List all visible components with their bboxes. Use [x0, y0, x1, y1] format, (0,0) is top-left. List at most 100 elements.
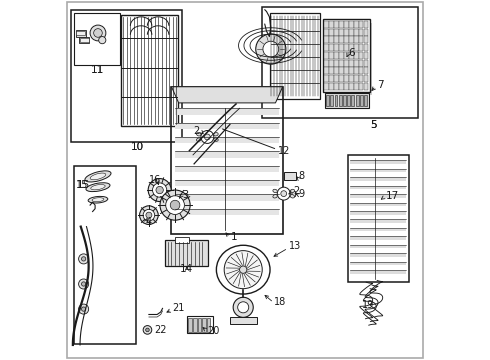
Text: 3: 3: [182, 190, 188, 200]
Polygon shape: [172, 87, 283, 103]
Bar: [285, 172, 296, 180]
Bar: [329, 60, 334, 67]
Bar: [349, 75, 353, 82]
Bar: [339, 75, 343, 82]
Circle shape: [233, 297, 253, 318]
Bar: [359, 60, 364, 67]
Bar: [334, 83, 339, 90]
Text: 4: 4: [146, 217, 151, 227]
Bar: [364, 28, 368, 36]
Bar: [329, 52, 334, 59]
Circle shape: [143, 325, 152, 334]
Text: 18: 18: [274, 297, 287, 307]
Bar: [344, 21, 348, 28]
Ellipse shape: [273, 189, 277, 193]
Circle shape: [281, 191, 287, 197]
Bar: [339, 83, 343, 90]
Bar: [334, 75, 339, 82]
Circle shape: [263, 41, 279, 57]
Bar: [339, 21, 343, 28]
Ellipse shape: [273, 195, 277, 198]
Bar: [349, 60, 353, 67]
Text: 22: 22: [155, 325, 167, 335]
Bar: [339, 44, 343, 51]
Circle shape: [146, 328, 149, 332]
Bar: [207, 318, 210, 332]
Text: 16: 16: [149, 175, 162, 185]
Bar: [324, 21, 329, 28]
Bar: [364, 60, 368, 67]
Bar: [334, 21, 339, 28]
Bar: [359, 36, 364, 43]
Circle shape: [78, 279, 89, 289]
Bar: [325, 23, 371, 95]
Circle shape: [90, 25, 106, 41]
Bar: [354, 60, 359, 67]
Ellipse shape: [86, 183, 110, 192]
Ellipse shape: [196, 132, 201, 136]
Bar: [324, 93, 369, 108]
Circle shape: [146, 212, 152, 218]
Bar: [187, 316, 213, 333]
Bar: [359, 52, 364, 59]
Bar: [344, 60, 348, 67]
Bar: [364, 67, 368, 75]
Bar: [359, 21, 364, 28]
Bar: [364, 75, 368, 82]
Bar: [329, 44, 334, 51]
Bar: [359, 44, 364, 51]
Bar: [339, 28, 343, 36]
Bar: [344, 36, 348, 43]
Text: 9: 9: [298, 189, 304, 199]
Text: 6: 6: [348, 48, 355, 58]
Bar: [326, 95, 329, 106]
Bar: [197, 318, 201, 332]
Bar: [334, 52, 339, 59]
Bar: [324, 83, 329, 90]
Circle shape: [166, 196, 184, 215]
Text: 11: 11: [91, 64, 104, 75]
Text: 13: 13: [289, 241, 301, 251]
Text: 5: 5: [370, 121, 376, 130]
Ellipse shape: [214, 132, 218, 136]
Bar: [344, 67, 348, 75]
Bar: [262, 7, 418, 118]
Bar: [172, 87, 283, 234]
Bar: [349, 28, 353, 36]
Bar: [330, 95, 333, 106]
Bar: [354, 52, 359, 59]
Bar: [79, 37, 89, 43]
Bar: [344, 75, 348, 82]
Ellipse shape: [90, 173, 106, 180]
Bar: [354, 44, 359, 51]
Bar: [122, 15, 178, 126]
Circle shape: [238, 302, 249, 313]
Circle shape: [78, 254, 89, 264]
Circle shape: [81, 307, 86, 311]
Bar: [329, 28, 334, 36]
Bar: [349, 44, 353, 51]
Bar: [334, 44, 339, 51]
Bar: [270, 13, 319, 99]
Bar: [335, 95, 338, 106]
Bar: [175, 237, 190, 243]
Circle shape: [170, 200, 180, 210]
Bar: [339, 60, 343, 67]
Bar: [76, 31, 85, 36]
Bar: [329, 67, 334, 75]
Text: 17: 17: [386, 191, 399, 201]
Bar: [339, 36, 343, 43]
Bar: [324, 28, 329, 36]
Text: 7: 7: [377, 80, 384, 90]
Bar: [324, 52, 329, 59]
Bar: [359, 67, 364, 75]
Bar: [348, 155, 409, 282]
Bar: [364, 36, 368, 43]
Bar: [324, 60, 329, 67]
Text: 15: 15: [76, 180, 89, 190]
Bar: [354, 36, 359, 43]
Circle shape: [81, 282, 86, 286]
Text: 2: 2: [193, 126, 199, 135]
Text: 15: 15: [76, 180, 90, 190]
Circle shape: [81, 257, 86, 261]
